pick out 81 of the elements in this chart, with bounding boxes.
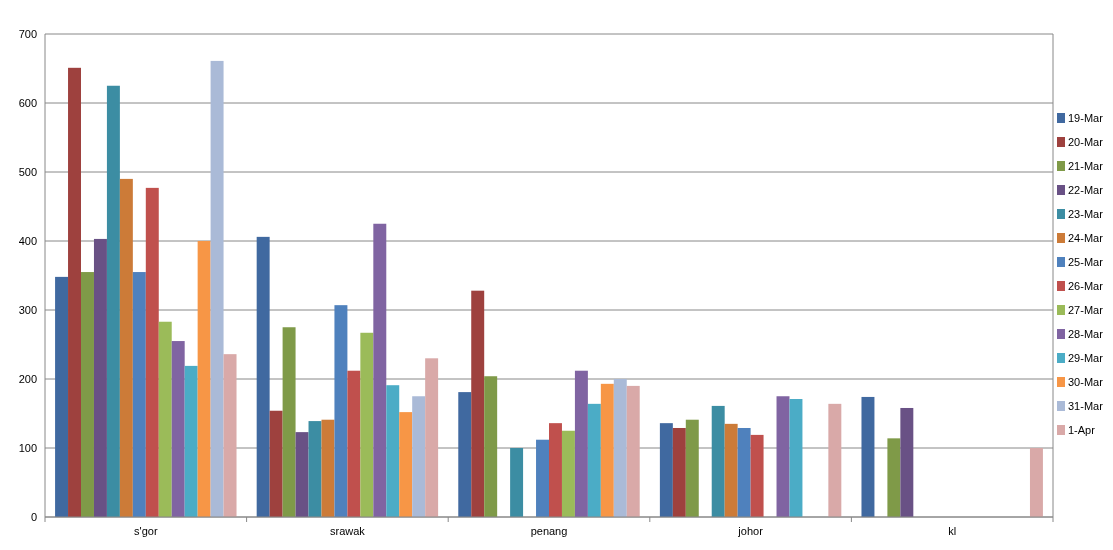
bar (373, 223, 387, 517)
bar (360, 332, 374, 517)
bar (308, 421, 322, 517)
bar (536, 439, 549, 517)
bar (93, 238, 107, 517)
bar (587, 403, 601, 517)
bar (458, 392, 472, 517)
legend-label: 21-Mar (1068, 159, 1104, 172)
legend-label: 31-Mar (1068, 399, 1104, 412)
bar (724, 423, 738, 517)
y-tick-label: 700 (18, 27, 37, 40)
bar (132, 272, 146, 517)
bar (171, 341, 185, 517)
bar (106, 85, 120, 517)
y-tick-label: 100 (18, 441, 37, 454)
bar (68, 67, 81, 517)
bar (81, 272, 94, 517)
bar (789, 399, 803, 517)
bar (184, 365, 198, 517)
bar (1029, 448, 1043, 517)
y-tick-label: 0 (30, 510, 37, 523)
bar (269, 410, 283, 517)
bar (484, 376, 498, 517)
bar (900, 407, 914, 517)
legend-label: 23-Mar (1068, 207, 1104, 220)
legend-label: 28-Mar (1068, 327, 1104, 340)
y-tick-label: 200 (18, 372, 37, 385)
y-tick-label: 300 (18, 303, 37, 316)
bar (887, 438, 901, 517)
bar (685, 419, 699, 517)
bar (210, 60, 224, 517)
bar (574, 370, 588, 517)
legend-label: 22-Mar (1068, 183, 1104, 196)
x-tick-label: srawak (329, 525, 366, 537)
bar (471, 290, 485, 517)
bar (256, 236, 270, 517)
bar (613, 379, 627, 517)
bar (549, 423, 562, 517)
bar (861, 396, 875, 517)
bar (282, 327, 296, 517)
legend-label: 25-Mar (1068, 255, 1104, 268)
x-tick-label: penang (530, 525, 568, 537)
bar (412, 396, 426, 517)
legend-label: 24-Mar (1068, 231, 1104, 244)
bar (55, 276, 69, 517)
x-tick-label: kl (948, 525, 957, 537)
y-tick-label: 400 (18, 234, 37, 247)
bar (600, 383, 614, 517)
bar (737, 427, 751, 517)
bar (334, 305, 348, 517)
bar (776, 396, 790, 517)
bar (659, 423, 673, 517)
legend-label: 20-Mar (1068, 135, 1104, 148)
legend-label: 29-Mar (1068, 351, 1104, 364)
bar (425, 358, 439, 517)
bar (626, 385, 640, 517)
bar (295, 432, 309, 517)
legend-label: 27-Mar (1068, 303, 1104, 316)
bar (399, 412, 413, 517)
y-tick-label: 600 (18, 96, 37, 109)
bar (321, 419, 335, 517)
bar (828, 403, 842, 517)
bar (145, 187, 159, 517)
bar (223, 354, 237, 517)
bar (386, 385, 400, 517)
bar (158, 321, 172, 517)
x-tick-label: s'gor (134, 525, 158, 537)
bar (197, 241, 211, 517)
bar (711, 405, 725, 517)
bar (119, 178, 133, 517)
legend-label: 26-Mar (1068, 279, 1104, 292)
bar (347, 370, 361, 517)
legend-label: 19-Mar (1068, 111, 1104, 124)
y-tick-label: 500 (18, 165, 37, 178)
legend-label: 30-Mar (1068, 375, 1104, 388)
bar (510, 448, 524, 517)
bar (750, 434, 764, 517)
bar (672, 427, 686, 517)
legend-label: 1-Apr (1068, 423, 1096, 436)
x-tick-label: johor (737, 525, 764, 537)
bar (561, 430, 575, 517)
